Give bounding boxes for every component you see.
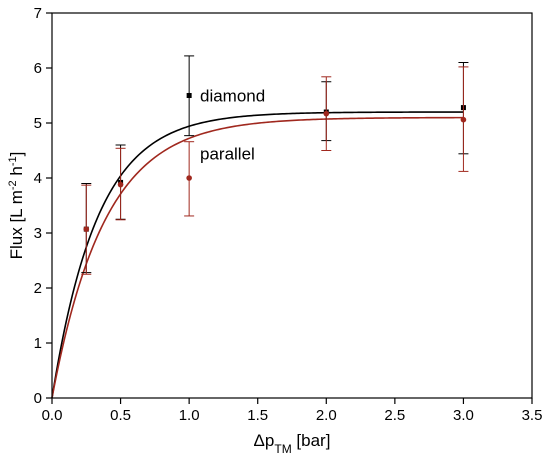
x-axis-title: ΔpTM [bar] <box>254 431 331 456</box>
x-tick-label: 1.5 <box>247 407 268 424</box>
data-point-parallel <box>321 76 332 151</box>
y-tick-label: 3 <box>34 225 42 242</box>
marker-circle <box>186 175 192 181</box>
marker-square <box>186 93 192 98</box>
annotation-diamond: diamond <box>200 87 265 106</box>
y-axis: 0 1 2 3 4 5 6 7 <box>34 5 52 407</box>
y-axis-title-sup2: -1 <box>7 156 19 166</box>
y-tick-label: 4 <box>34 170 42 187</box>
y-tick-label: 6 <box>34 60 42 77</box>
annotation-parallel: parallel <box>200 144 255 163</box>
data-point-diamond <box>184 55 195 137</box>
y-axis-title-mid: h <box>7 166 26 180</box>
marker-circle <box>117 181 124 188</box>
y-axis-title-sup1: -2 <box>7 180 19 190</box>
x-tick-label: 3.5 <box>522 407 543 424</box>
marker-circle <box>83 226 90 232</box>
x-tick-label: 3.0 <box>453 407 474 424</box>
x-tick-label: 1.0 <box>179 407 200 424</box>
fit-curve-parallel <box>51 116 464 399</box>
y-tick-label: 1 <box>34 335 42 352</box>
x-tick-label: 0.0 <box>42 407 63 424</box>
y-tick-label: 7 <box>34 5 42 22</box>
y-tick-label: 0 <box>34 390 42 407</box>
y-axis-title-rest: ] <box>7 152 26 157</box>
data-point-parallel <box>115 147 126 221</box>
marker-circle <box>460 116 467 123</box>
x-tick-label: 2.5 <box>384 407 405 424</box>
x-axis-title-main: Δp <box>254 431 275 450</box>
y-tick-label: 2 <box>34 280 42 297</box>
y-tick-label: 5 <box>34 115 42 132</box>
fit-curve-diamond <box>51 111 464 399</box>
y-axis-title: Flux [L m-2 h-1] <box>7 152 26 260</box>
x-tick-label: 0.5 <box>110 407 131 424</box>
x-axis-title-rest: [bar] <box>292 431 331 450</box>
plot-area: diamond parallel <box>51 55 469 399</box>
data-point-parallel <box>81 184 92 275</box>
data-point-parallel <box>458 66 469 172</box>
data-point-parallel <box>184 141 195 217</box>
plot-frame <box>51 12 533 399</box>
x-tick-label: 2.0 <box>316 407 337 424</box>
x-axis-title-sub: TM <box>274 442 291 456</box>
marker-circle <box>323 110 330 117</box>
x-axis: 0.0 0.5 1.0 1.5 2.0 2.5 3.0 3.5 <box>42 398 543 424</box>
y-axis-title-main: Flux [L m <box>7 190 26 259</box>
